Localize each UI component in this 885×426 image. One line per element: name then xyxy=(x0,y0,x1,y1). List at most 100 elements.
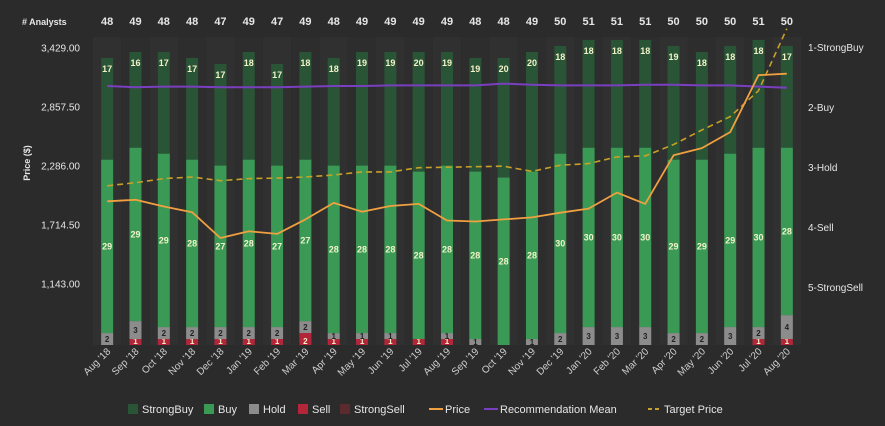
bar-segment-strongbuy xyxy=(271,63,284,166)
legend-swatch xyxy=(298,404,308,414)
bar-label-hold: 2 xyxy=(558,335,563,344)
analyst-count: 51 xyxy=(611,16,623,28)
bar-segment-buy xyxy=(356,165,369,334)
bar-segment-buy xyxy=(752,147,765,328)
analyst-count: 48 xyxy=(498,16,510,28)
legend-label: StrongBuy xyxy=(142,404,194,416)
rec-axis-label: 1-StrongBuy xyxy=(808,43,864,54)
bar-label-sell: 1 xyxy=(247,337,252,346)
bar-segment-hold xyxy=(610,327,623,345)
bar-segment-sell xyxy=(780,339,793,345)
analyst-count: 48 xyxy=(158,16,170,28)
bar-segment-strongbuy xyxy=(384,51,397,166)
bar-label-sell: 1 xyxy=(756,337,761,346)
bar-label-strongbuy: 19 xyxy=(357,58,367,68)
bar-label-buy: 28 xyxy=(357,244,367,254)
analyst-count: 51 xyxy=(582,16,594,28)
bar-segment-strongbuy xyxy=(214,63,227,166)
bar-segment-hold xyxy=(469,339,482,345)
bar-segment-hold xyxy=(582,327,595,345)
y-tick-label: 1,714.50 xyxy=(41,221,80,232)
analyst-count: 49 xyxy=(299,16,311,28)
bar-segment-strongbuy xyxy=(412,51,425,172)
bar-label-buy: 29 xyxy=(669,241,679,251)
plot-area: 3,429.00 2,857.50 2,286.00 1,714.50 1,143.00… xyxy=(41,16,864,379)
bar-segment-strongbuy xyxy=(752,39,765,148)
bar-segment-strongbuy xyxy=(299,51,312,160)
bar-segment-buy xyxy=(554,153,567,334)
bar-label-buy: 30 xyxy=(584,232,594,242)
bar-label-strongbuy: 18 xyxy=(697,58,707,68)
bar-segment-sell xyxy=(157,339,170,345)
bar-label-hold: 2 xyxy=(105,335,110,344)
bar-segment-hold xyxy=(554,333,567,345)
bar-label-strongbuy: 16 xyxy=(130,58,140,68)
bar-segment-strongbuy xyxy=(242,51,255,160)
bar-segment-hold xyxy=(186,327,199,340)
bar-label-hold: 2 xyxy=(275,329,280,338)
bar-segment-buy xyxy=(271,165,284,328)
bar-label-buy: 28 xyxy=(414,250,424,260)
bar-segment-strongbuy xyxy=(327,57,340,166)
analyst-count: 50 xyxy=(696,16,708,28)
bar-label-sell: 1 xyxy=(388,337,393,346)
bar-label-hold: 1 xyxy=(331,332,336,341)
bar-segment-strongbuy xyxy=(525,51,538,172)
bar-label-sell: 1 xyxy=(133,337,138,346)
bar-label-strongbuy: 18 xyxy=(555,52,565,62)
bar-segment-buy xyxy=(695,159,708,334)
bar-segment-strongbuy xyxy=(667,45,680,160)
bar-label-strongbuy: 20 xyxy=(527,58,537,68)
target-price-line xyxy=(107,28,788,187)
analyst-count: 49 xyxy=(129,16,141,28)
bar-label-strongbuy: 17 xyxy=(102,64,112,74)
analyst-count: 49 xyxy=(526,16,538,28)
bar-label-hold: 3 xyxy=(133,326,138,335)
bar-segment-hold xyxy=(724,327,737,345)
bar-label-hold: 2 xyxy=(303,323,308,332)
bar-segment-strongbuy xyxy=(101,57,114,160)
bar-label-buy: 28 xyxy=(470,250,480,260)
bar-label-buy: 27 xyxy=(272,241,282,251)
bar-label-hold: 2 xyxy=(247,329,252,338)
bar-segment-hold xyxy=(639,327,652,345)
analyst-count: 48 xyxy=(469,16,481,28)
analyst-count: 49 xyxy=(413,16,425,28)
bar-segment-sell xyxy=(412,339,425,345)
bar-segment-sell xyxy=(129,339,142,345)
legend-swatch xyxy=(204,404,214,414)
bar-label-strongbuy: 18 xyxy=(640,46,650,56)
recommendation-mean-line xyxy=(107,82,787,89)
bar-segment-strongbuy xyxy=(639,39,652,148)
analyst-count: 51 xyxy=(639,16,651,28)
bar-segment-hold xyxy=(129,321,142,340)
analyst-count: 51 xyxy=(752,16,764,28)
analyst-count: 50 xyxy=(667,16,679,28)
bar-label-sell: 1 xyxy=(360,337,365,346)
bar-label-strongbuy: 19 xyxy=(669,52,679,62)
bar-segment-strongbuy xyxy=(724,45,737,154)
bar-label-buy: 28 xyxy=(329,244,339,254)
bar-label-strongbuy: 20 xyxy=(414,58,424,68)
bar-segment-strongbuy xyxy=(610,39,623,148)
bar-label-hold: 2 xyxy=(756,329,761,338)
bar-label-buy: 28 xyxy=(499,256,509,266)
bar-label-buy: 29 xyxy=(130,229,140,239)
bar-label-strongbuy: 18 xyxy=(612,46,622,56)
bar-segment-hold xyxy=(101,333,114,345)
bar-segment-hold xyxy=(327,333,340,340)
analyst-count: 49 xyxy=(356,16,368,28)
bar-segment-hold xyxy=(242,327,255,340)
bar-segment-buy xyxy=(299,159,312,322)
analyst-count: 48 xyxy=(328,16,340,28)
bar-segment-strongbuy xyxy=(441,51,453,166)
bar-label-strongbuy: 17 xyxy=(215,70,225,80)
bar-segment-buy xyxy=(412,171,425,340)
bar-label-buy: 28 xyxy=(527,250,537,260)
bar-label-strongbuy: 18 xyxy=(725,52,735,62)
bar-label-hold: 1 xyxy=(530,338,535,347)
bar-segment-buy xyxy=(639,147,652,328)
bar-segment-hold xyxy=(441,333,453,340)
legend-label: Price xyxy=(445,404,470,416)
